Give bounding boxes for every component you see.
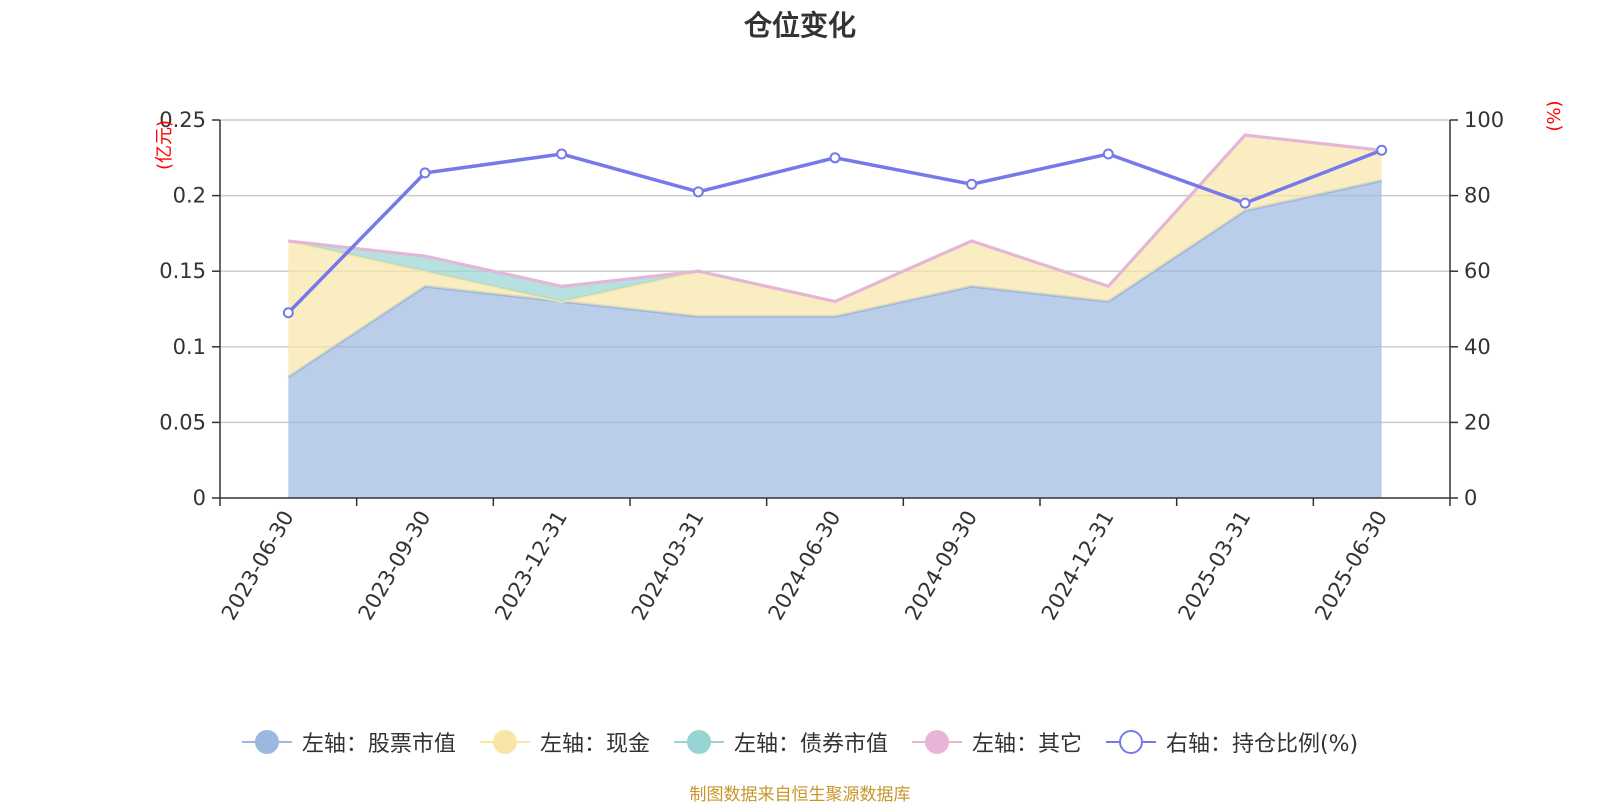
position-ratio-point: [1376, 144, 1388, 156]
legend-marker-icon: [911, 728, 962, 756]
position-ratio-point: [1239, 197, 1251, 209]
x-axis-tick-label: 2024-06-30: [764, 507, 846, 625]
right-axis-tick-label: 40: [1464, 335, 1491, 359]
x-axis-tick-label: 2025-06-30: [1310, 507, 1392, 625]
left-axis-tick-label: 0: [193, 486, 206, 510]
legend-marker-icon: [673, 728, 724, 756]
legend-marker-icon: [479, 728, 530, 756]
legend-item[interactable]: 左轴：股票市值: [241, 726, 456, 758]
position-ratio-point: [692, 186, 704, 198]
area-2: [288, 135, 1382, 378]
left-axis-tick-label: 0.05: [159, 410, 206, 434]
legend-label: 左轴：现金: [539, 732, 650, 757]
x-axis-tick-label: 2024-09-30: [900, 507, 982, 625]
position-ratio-point: [556, 148, 568, 160]
position-ratio-point: [829, 152, 841, 164]
legend-marker-icon: [1105, 728, 1156, 756]
right-axis-tick-label: 20: [1464, 410, 1491, 434]
x-axis-tick-label: 2023-09-30: [354, 507, 436, 625]
left-axis-tick-label: 0.2: [173, 184, 206, 208]
right-axis-tick-label: 100: [1464, 108, 1504, 132]
right-axis-tick-label: 80: [1464, 184, 1491, 208]
legend-label: 左轴：其它: [971, 732, 1082, 757]
x-axis-tick-label: 2024-12-31: [1037, 507, 1119, 625]
position-ratio-point: [419, 167, 431, 179]
position-ratio-point: [282, 307, 294, 319]
x-axis-tick-label: 2023-06-30: [217, 507, 299, 625]
legend-label: 左轴：债券市值: [733, 732, 888, 757]
chart-title: 仓位变化: [743, 9, 856, 42]
right-axis-tick-label: 0: [1464, 486, 1477, 510]
left-axis-tick-label: 0.25: [159, 108, 206, 132]
footer-source: 制图数据来自恒生聚源数据库: [689, 785, 911, 805]
left-axis-tick-label: 0.15: [159, 259, 206, 283]
legend-item[interactable]: 右轴：持仓比例(%): [1105, 726, 1359, 758]
legend-item[interactable]: 左轴：现金: [479, 726, 650, 758]
right-axis-label: (%): [1544, 100, 1565, 131]
x-axis-tick-label: 2023-12-31: [490, 507, 572, 625]
area-1: [288, 180, 1382, 499]
position-ratio-point: [966, 178, 978, 190]
right-axis-tick-label: 60: [1464, 259, 1491, 283]
legend-item[interactable]: 左轴：债券市值: [673, 726, 888, 758]
left-axis-tick-label: 0.1: [173, 335, 206, 359]
legend-label: 左轴：股票市值: [301, 732, 456, 757]
position-ratio-point: [1102, 148, 1114, 160]
legend-label: 右轴：持仓比例(%): [1165, 732, 1359, 757]
chart: 0 0.05 0.1 0.15 0.2 0.25 0 20 40 60 80 100 (亿元) (%) 20…: [154, 100, 1565, 625]
x-axis-tick-label: 2024-03-31: [627, 507, 709, 625]
left-axis-label: (亿元): [154, 120, 175, 170]
legend-marker-icon: [241, 728, 292, 756]
x-axis-tick-label: 2025-03-31: [1174, 507, 1256, 625]
legend: 左轴：股票市值 左轴：现金 左轴：债券市值 左轴：其它 右轴：持仓比例(%): [0, 722, 1600, 762]
legend-item[interactable]: 左轴：其它: [911, 726, 1082, 758]
